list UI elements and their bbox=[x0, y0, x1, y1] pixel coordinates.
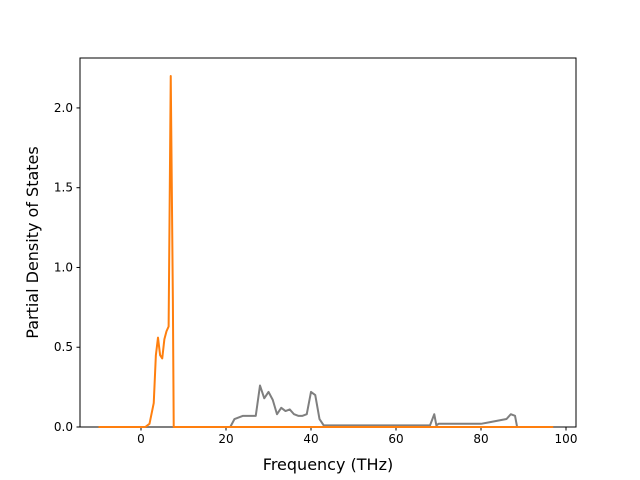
x-tick-label: 100 bbox=[555, 432, 578, 446]
x-tick-label: 0 bbox=[137, 432, 145, 446]
y-axis-label: Partial Density of States bbox=[23, 146, 42, 338]
x-tick-label: 60 bbox=[388, 432, 403, 446]
x-tick-label: 20 bbox=[218, 432, 233, 446]
x-tick-label: 80 bbox=[473, 432, 488, 446]
x-axis-label: Frequency (THz) bbox=[263, 455, 393, 474]
x-tick-label: 40 bbox=[303, 432, 318, 446]
y-tick-label: 1.0 bbox=[54, 260, 73, 274]
series-line bbox=[98, 384, 554, 428]
y-tick-label: 0.0 bbox=[54, 420, 73, 434]
y-tick-label: 2.0 bbox=[54, 101, 73, 115]
series-line bbox=[98, 75, 554, 428]
y-tick-label: 0.5 bbox=[54, 340, 73, 354]
y-tick-label: 1.5 bbox=[54, 181, 73, 195]
